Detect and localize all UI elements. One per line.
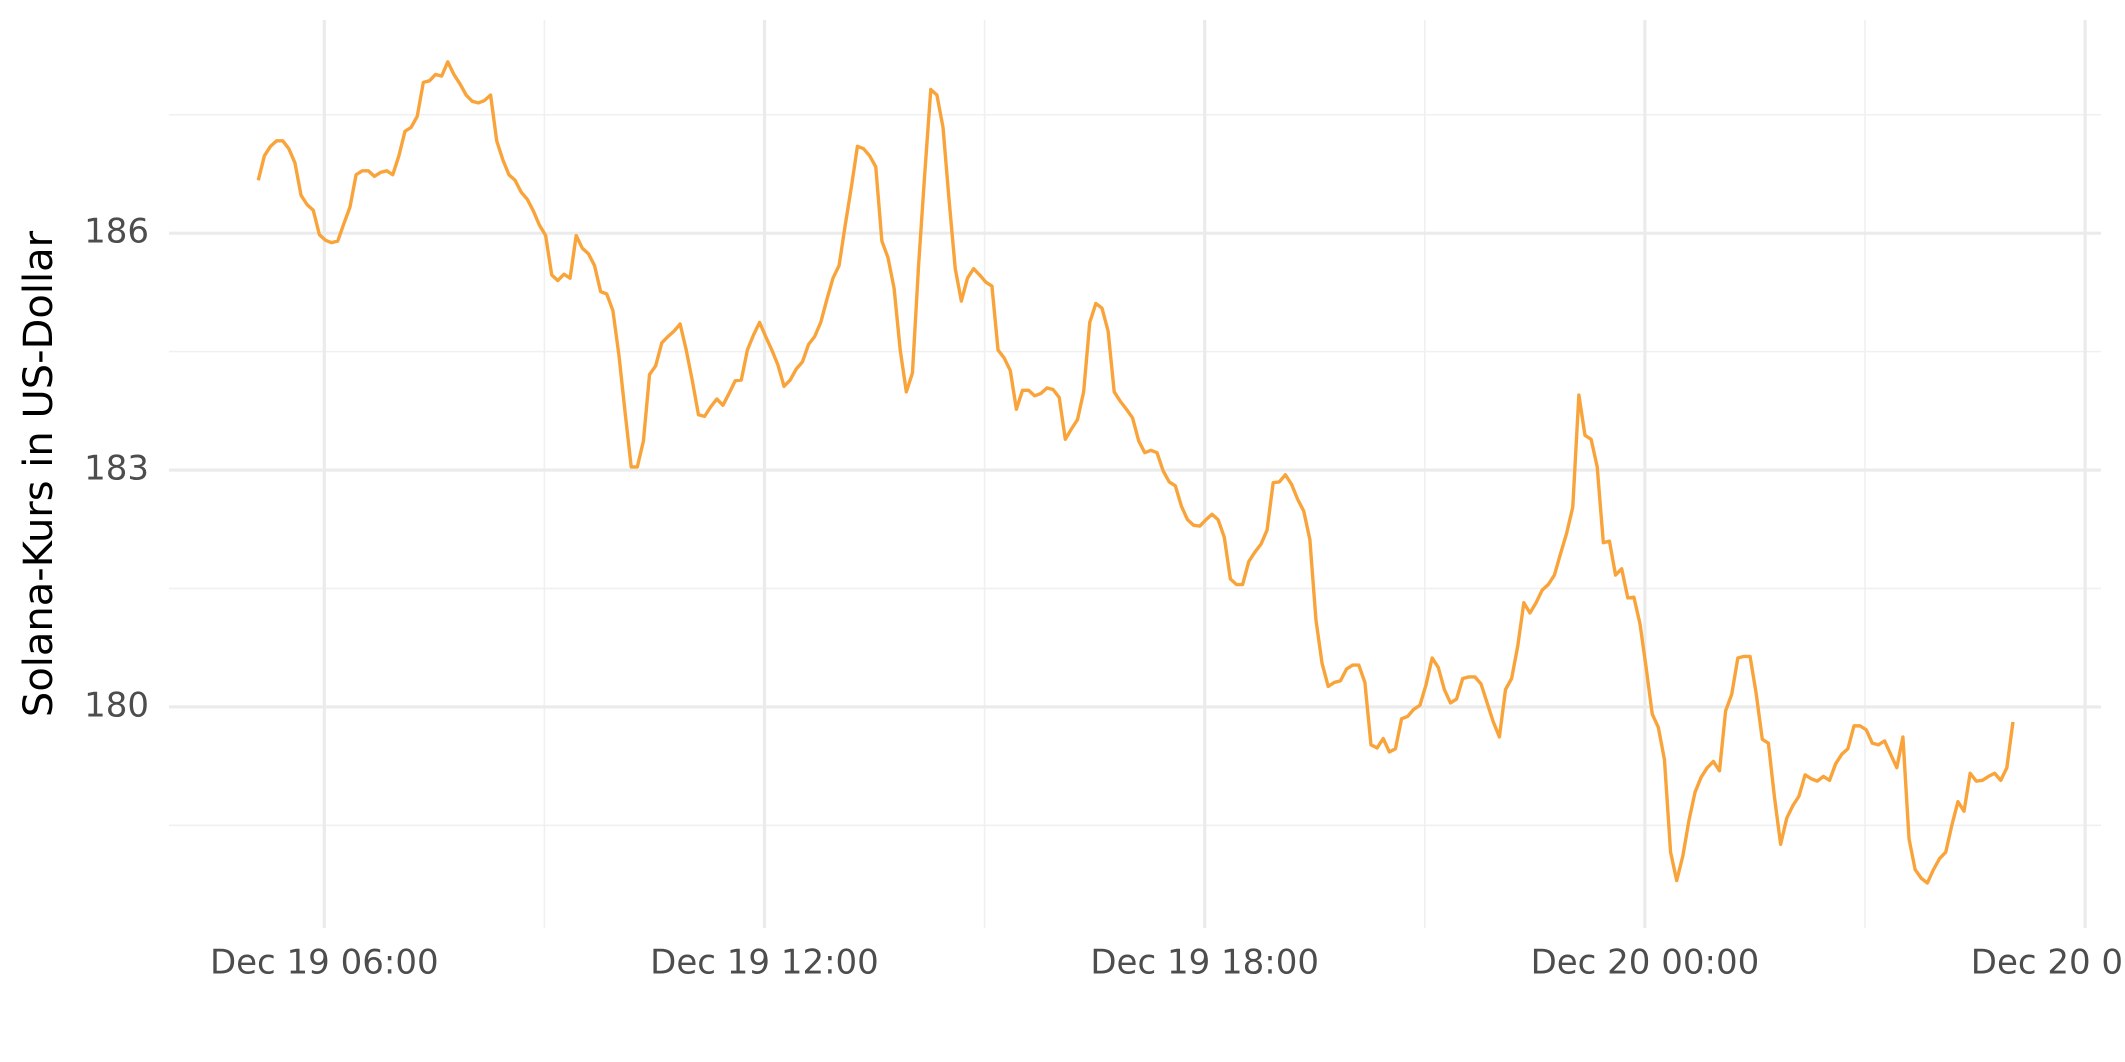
x-tick-label: Dec 19 12:00 bbox=[650, 943, 879, 983]
y-tick-label: 186 bbox=[84, 212, 149, 252]
x-tick-label: Dec 19 06:00 bbox=[210, 943, 439, 983]
y-axis-title: Solana-Kurs in US-Dollar bbox=[16, 230, 62, 717]
x-tick-label: Dec 19 18:00 bbox=[1090, 943, 1319, 983]
grid bbox=[169, 20, 2101, 928]
y-tick-label: 180 bbox=[84, 685, 149, 725]
x-tick-label: Dec 20 00:00 bbox=[1531, 943, 1760, 983]
plot-area bbox=[256, 60, 2015, 885]
y-tick-label: 183 bbox=[84, 449, 149, 489]
x-tick-label: Dec 20 06:00 bbox=[1971, 943, 2125, 983]
price-line bbox=[256, 60, 2015, 885]
